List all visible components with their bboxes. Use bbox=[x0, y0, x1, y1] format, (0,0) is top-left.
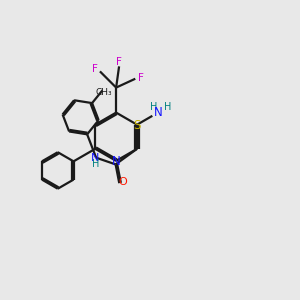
Text: S: S bbox=[134, 119, 141, 132]
Text: F: F bbox=[116, 57, 122, 67]
Text: CH₃: CH₃ bbox=[95, 88, 112, 98]
Text: H: H bbox=[92, 159, 100, 169]
Text: F: F bbox=[92, 64, 98, 74]
Text: N: N bbox=[154, 106, 163, 119]
Text: O: O bbox=[118, 177, 127, 187]
Text: F: F bbox=[138, 73, 143, 83]
Text: H: H bbox=[164, 102, 172, 112]
Text: N: N bbox=[112, 155, 121, 168]
Text: N: N bbox=[91, 153, 100, 163]
Text: H: H bbox=[150, 102, 157, 112]
